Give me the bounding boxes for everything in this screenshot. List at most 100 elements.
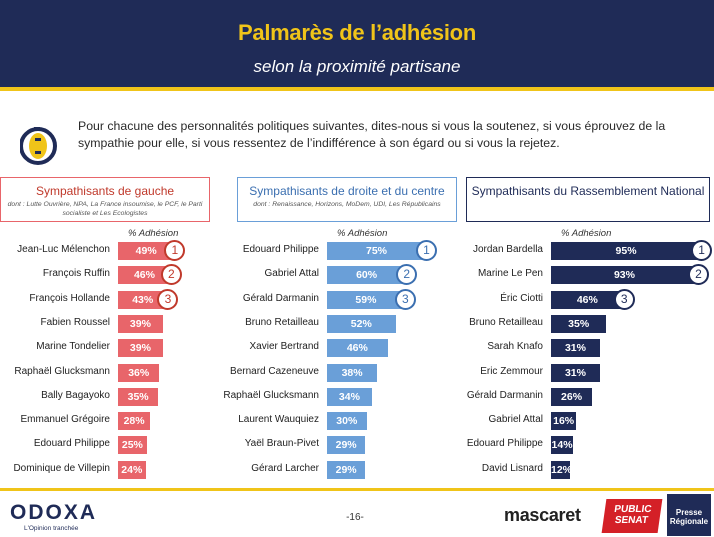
bar: [551, 242, 702, 260]
data-label: 14%: [551, 439, 573, 452]
bar-row: Raphaël Glucksmann 34%: [223, 385, 457, 409]
category-label: Jordan Bardella: [472, 244, 543, 255]
bar: [551, 436, 574, 455]
panel-header: Sympathisants de gauche dont : Lutte Ouvr…: [0, 177, 210, 222]
bar: [118, 387, 159, 406]
data-label: 26%: [561, 390, 583, 403]
category-label: Eric Zemmour: [480, 365, 543, 377]
bar: [327, 266, 407, 285]
axis-label: % Adhésion: [128, 228, 179, 239]
header-banner: Palmarès de l’adhésion selon la proximit…: [0, 0, 714, 91]
category-label: François Hollande: [29, 292, 110, 304]
data-label: 95%: [615, 245, 637, 257]
category-label: Yaël Braun-Pivet: [244, 438, 319, 450]
data-label: 36%: [128, 366, 150, 379]
bar-row: Fabien Roussel 39%: [0, 312, 210, 336]
data-label: 46%: [576, 293, 598, 306]
category-label: Éric Ciotti: [500, 292, 543, 304]
data-label: 60%: [356, 269, 378, 282]
bar: [551, 266, 698, 285]
bar-row: Marine Tondelier 39%: [0, 336, 210, 360]
bar-row: François Ruffin 46% 2: [0, 263, 210, 287]
page-subtitle: selon la proximité partisane: [253, 57, 461, 76]
bar-row: Edouard Philippe 75% 1: [237, 239, 457, 263]
bar: [327, 387, 372, 406]
bar: [327, 290, 405, 309]
chart-panel-3: Sympathisants du Rassemblement National%…: [466, 177, 713, 494]
bar-row: Yaël Braun-Pivet 29%: [237, 433, 457, 457]
rank-badge: 2: [687, 264, 709, 286]
bar: [118, 412, 151, 431]
bar: [327, 363, 378, 382]
bar-row: Éric Ciotti 46% 3: [466, 288, 710, 312]
footer-divider: [0, 488, 714, 491]
data-label: 52%: [350, 317, 372, 330]
category-label: David Lisnard: [481, 462, 543, 474]
data-label: 31%: [564, 342, 586, 355]
bar: [118, 436, 147, 455]
panel-subtitle: dont : Renaissance, Horizons, MoDem, UDI…: [253, 201, 441, 208]
category-label: Sarah Knafo: [487, 341, 543, 353]
data-label: 30%: [336, 415, 358, 428]
category-label: Jean-Luc Mélenchon: [17, 244, 110, 255]
data-label: 28%: [123, 415, 145, 428]
data-label: 43%: [132, 293, 154, 306]
category-label: François Ruffin: [42, 268, 110, 280]
category-label: Bruno Retailleau: [469, 316, 543, 328]
bar: [327, 412, 367, 431]
rank-badge: 3: [157, 288, 179, 310]
bar-row: Bernard Cazeneuve 38%: [230, 361, 457, 385]
data-label: 29%: [335, 463, 357, 476]
bar-row: Jordan Bardella 95% 1: [466, 239, 713, 263]
bar-row: Gabriel Attal 16%: [466, 409, 710, 433]
category-label: Gérald Darmanin: [242, 292, 319, 304]
category-label: Bally Bagayoko: [41, 389, 110, 401]
bar: [118, 242, 175, 260]
category-label: Raphaël Glucksmann: [14, 365, 110, 377]
category-label: Emmanuel Grégoire: [20, 414, 110, 426]
bar-row: Laurent Wauquiez 30%: [237, 409, 457, 433]
data-label: 25%: [121, 439, 143, 452]
bar: [118, 290, 168, 309]
category-label: Gérald Darmanin: [466, 389, 543, 401]
presse-regionale-label: Presse Régionale: [669, 508, 709, 526]
bar: [327, 460, 366, 479]
presse-regionale-logo: Presse Régionale: [667, 494, 711, 536]
bar-row: Sarah Knafo 31%: [466, 336, 710, 360]
bar: [118, 314, 163, 333]
bar-row: Raphaël Glucksmann 36%: [0, 361, 210, 385]
bar-row: Bally Bagayoko 35%: [0, 385, 210, 409]
rank-badge: 2: [396, 264, 418, 286]
category-label: Gabriel Attal: [264, 268, 319, 280]
panel-title: Sympathisants de droite et du centre: [249, 184, 445, 198]
category-label: Bernard Cazeneuve: [230, 365, 319, 377]
bar-row: Gabriel Attal 60% 2: [237, 263, 457, 287]
bar: [551, 339, 600, 358]
category-label: Edouard Philippe: [466, 438, 543, 450]
bar-row: François Hollande 43% 3: [0, 288, 210, 312]
category-label: Xavier Bertrand: [249, 341, 319, 353]
bar: [551, 314, 607, 333]
category-label: Gabriel Attal: [488, 414, 543, 426]
category-label: Raphaël Glucksmann: [223, 389, 319, 401]
odoxa-logo: ODOXA: [10, 501, 98, 524]
panel-header: Sympathisants de droite et du centre dont…: [237, 177, 457, 222]
bar-row: Bruno Retailleau 35%: [466, 312, 710, 336]
chart-panel-2: Sympathisants de droite et du centre dont…: [223, 177, 457, 494]
bar-row: Bruno Retailleau 52%: [237, 312, 457, 336]
axis-label: % Adhésion: [337, 228, 388, 239]
data-label: 29%: [335, 439, 357, 452]
bar-row: Gérald Darmanin 26%: [466, 385, 710, 409]
bar: [551, 363, 600, 382]
bar-row: Eric Zemmour 31%: [466, 361, 710, 385]
data-label: 24%: [121, 463, 143, 476]
bar-row: Edouard Philippe 25%: [0, 433, 210, 457]
bar: [118, 460, 146, 479]
bar: [551, 290, 624, 309]
public-senat-logo: PUBLIC SENAT: [601, 499, 663, 533]
rank-badge: 1: [691, 240, 713, 261]
category-label: Marine Tondelier: [36, 341, 110, 353]
data-label: 93%: [613, 269, 635, 282]
page-number: -16-: [346, 512, 364, 523]
question-icon: [20, 127, 57, 165]
